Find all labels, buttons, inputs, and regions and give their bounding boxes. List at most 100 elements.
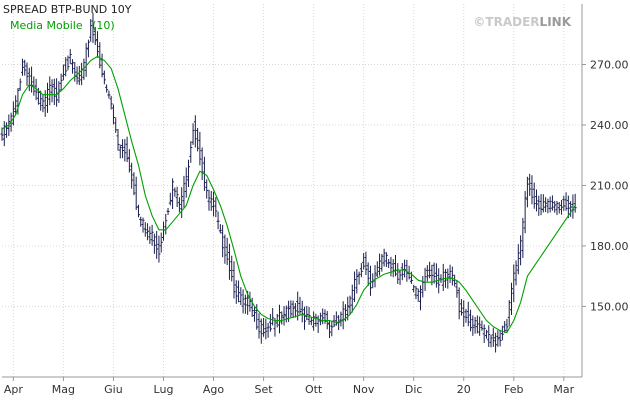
price-bar <box>282 306 286 326</box>
price-bar <box>512 264 516 303</box>
y-tick-label: 210.00 <box>590 179 629 192</box>
price-bar <box>252 306 256 322</box>
price-bar <box>437 268 441 294</box>
price-bar <box>553 200 557 213</box>
price-bar <box>441 263 445 292</box>
price-bar <box>189 141 193 163</box>
price-bar <box>200 147 204 180</box>
y-tick-label: 180.00 <box>590 240 629 253</box>
price-bar <box>480 320 484 331</box>
price-bar <box>171 178 175 209</box>
price-bar <box>384 252 388 268</box>
chart-title: SPREAD BTP-BUND 10Y <box>3 3 132 16</box>
price-bar <box>453 274 457 287</box>
price-bar <box>14 95 18 116</box>
price-bar <box>314 313 318 327</box>
price-bar <box>571 194 575 219</box>
price-bar <box>196 127 200 152</box>
price-bar <box>530 175 534 205</box>
price-bar <box>268 314 272 332</box>
x-tick-label: Dic <box>405 383 423 396</box>
price-bar <box>187 159 191 188</box>
price-bar <box>84 42 88 77</box>
x-tick-label: Giu <box>104 383 123 396</box>
legend-ma: Media Mobile (10) <box>10 19 115 32</box>
price-bar <box>237 280 241 303</box>
price-bar <box>25 62 29 86</box>
price-bar <box>362 252 366 270</box>
price-bar <box>34 78 38 101</box>
x-tick-label: Set <box>255 383 274 396</box>
price-bar <box>259 318 263 344</box>
price-bar <box>271 308 275 326</box>
price-bar <box>77 65 81 85</box>
price-bar <box>398 269 402 285</box>
price-bar <box>109 95 113 110</box>
price-bar <box>469 309 473 332</box>
price-bar <box>353 271 357 302</box>
price-bar <box>64 57 68 77</box>
price-bar <box>300 300 304 323</box>
price-bar <box>223 234 227 264</box>
y-tick-label: 270.00 <box>590 58 629 71</box>
price-bar <box>569 201 573 217</box>
price-bar <box>494 332 498 353</box>
price-bar <box>457 287 461 320</box>
price-bar <box>241 289 245 314</box>
price-bar <box>359 263 363 278</box>
price-bar <box>161 221 165 241</box>
price-bar <box>212 191 216 217</box>
price-bar <box>66 55 70 71</box>
price-bar <box>32 76 36 96</box>
x-tick-label: Nov <box>353 383 375 396</box>
grid <box>2 4 582 377</box>
legend-ma-name: Media Mobile <box>10 19 83 32</box>
price-bar <box>528 173 532 196</box>
price-bar <box>82 58 86 80</box>
price-bar <box>114 117 118 133</box>
price-bar <box>16 88 20 115</box>
price-bar <box>248 291 252 312</box>
price-bar <box>312 311 316 331</box>
y-tick-label: 240.00 <box>590 119 629 132</box>
price-bar <box>391 259 395 278</box>
price-bar <box>555 200 559 216</box>
price-bar <box>541 194 545 213</box>
price-bar <box>514 260 518 286</box>
price-bar <box>450 266 454 286</box>
price-bar <box>291 300 295 319</box>
price-bar <box>2 121 6 147</box>
price-bar <box>239 287 243 306</box>
price-bar <box>478 316 482 336</box>
price-bar <box>243 294 247 314</box>
price-bar <box>475 315 479 334</box>
price-bar <box>316 315 320 333</box>
price-bar <box>20 58 24 76</box>
price-bar <box>309 316 313 326</box>
price-bar <box>227 243 231 280</box>
price-bar <box>505 318 509 333</box>
price-bar <box>368 265 372 296</box>
price-bar <box>177 197 181 213</box>
price-bar <box>334 311 338 326</box>
price-bar <box>55 78 59 107</box>
price-bar <box>123 139 127 162</box>
x-axis-ticks: Apr Mag Giu Lug Ago Set Ott Nov Dic 20 Feb Mar <box>4 377 575 396</box>
price-bar <box>464 308 468 323</box>
price-bar <box>373 265 377 288</box>
price-bar <box>484 329 488 339</box>
price-bar <box>141 217 145 233</box>
price-bar <box>198 131 202 166</box>
price-bar <box>139 216 143 227</box>
price-bar <box>277 304 281 334</box>
price-bar <box>43 90 47 117</box>
price-bar <box>498 329 502 347</box>
price-bar <box>121 139 125 159</box>
watermark-prefix: ©TRADER <box>473 15 539 29</box>
price-bar <box>221 224 225 258</box>
x-tick-label: 20 <box>457 383 471 396</box>
price-bar <box>71 59 75 74</box>
price-bar <box>416 288 420 302</box>
price-bar <box>318 312 322 326</box>
x-tick-label: Lug <box>154 383 174 396</box>
